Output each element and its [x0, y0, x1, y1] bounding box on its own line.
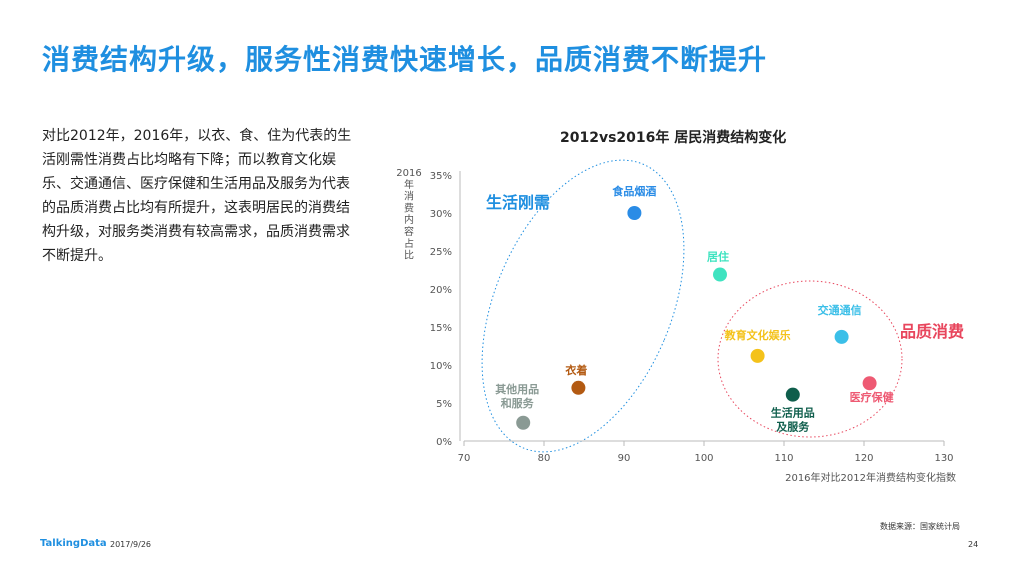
- y-tick-label: 30%: [430, 209, 452, 220]
- point-label: 生活用品及服务: [771, 406, 815, 434]
- point-marker: [627, 206, 642, 220]
- group-label-essential: 生活刚需: [486, 193, 550, 212]
- group-label-quality: 品质消费: [900, 322, 964, 341]
- x-tick-label: 100: [694, 453, 713, 464]
- x-tick-label: 120: [854, 453, 873, 464]
- point-marker: [834, 329, 849, 344]
- y-tick-label: 10%: [430, 361, 452, 372]
- point-label: 居住: [707, 250, 729, 264]
- point-label: 食品烟酒: [612, 184, 656, 198]
- point-marker: [571, 380, 586, 395]
- y-tick-label: 20%: [430, 285, 452, 296]
- y-tick-label: 25%: [430, 247, 452, 258]
- talkingdata-logo: TalkingData: [40, 538, 107, 549]
- y-tick-label: 5%: [436, 399, 452, 410]
- y-tick-label: 0%: [436, 437, 452, 448]
- point-marker: [516, 415, 531, 430]
- x-tick-label: 110: [774, 453, 793, 464]
- data-source: 数据来源：国家统计局: [880, 522, 960, 531]
- x-tick-label: 70: [458, 453, 471, 464]
- summary-paragraph: 对比2012年，2016年，以衣、食、住为代表的生活刚需性消费占比均略有下降；而…: [42, 128, 352, 264]
- page-title: 消费结构升级，服务性消费快速增长，品质消费不断提升: [42, 43, 768, 76]
- point-marker: [713, 267, 727, 282]
- x-tick-label: 80: [538, 453, 551, 464]
- y-tick-label: 15%: [430, 323, 452, 334]
- group-ellipse-quality: [717, 280, 903, 438]
- x-tick-label: 130: [934, 453, 953, 464]
- y-tick-label: 35%: [430, 171, 452, 182]
- point-marker: [862, 376, 877, 391]
- x-axis-label: 2016年对比2012年消费结构变化指数: [785, 471, 956, 484]
- point-label: 交通通信: [818, 303, 862, 317]
- page-number: 24: [968, 540, 979, 549]
- x-tick-label: 90: [618, 453, 631, 464]
- point-marker: [750, 348, 765, 363]
- group-ellipse-essential: [481, 159, 685, 453]
- point-label: 衣着: [565, 363, 587, 377]
- footer-date: 2017/9/26: [110, 540, 152, 549]
- point-label: 其他用品和服务: [495, 382, 539, 410]
- y-axis-label: 2016 年消费内容占比: [396, 168, 421, 262]
- point-label: 医疗保健: [850, 390, 895, 404]
- point-label: 教育文化娱乐: [724, 328, 791, 342]
- point-marker: [785, 387, 800, 402]
- chart-title: 2012vs2016年 居民消费结构变化: [560, 130, 787, 146]
